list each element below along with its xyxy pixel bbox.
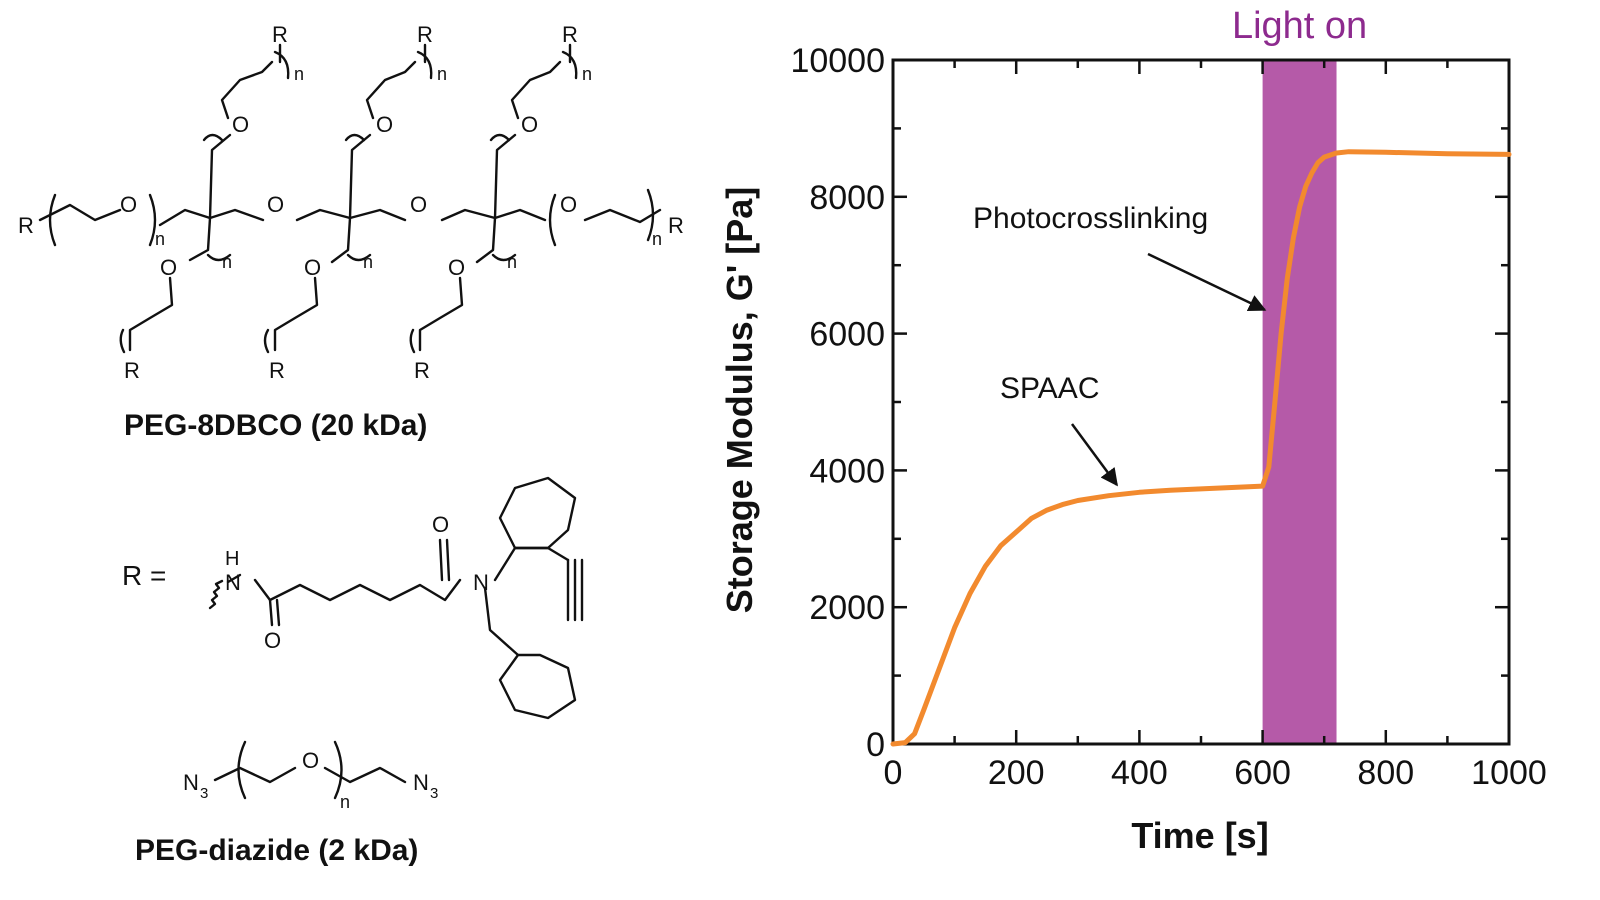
y-tick-label: 0: [866, 726, 885, 764]
atom-r: R: [562, 22, 578, 47]
atom-o: O: [448, 255, 465, 280]
atom-r: R: [272, 22, 288, 47]
y-tick-label: 10000: [790, 42, 885, 80]
x-tick-label: 0: [884, 754, 903, 792]
atom-o: O: [160, 255, 177, 280]
annotation-label: Photocrosslinking: [973, 202, 1208, 235]
atom-n: N: [183, 770, 199, 795]
x-tick-label: 400: [1111, 754, 1168, 792]
atom-r: R: [124, 358, 140, 383]
y-tick-label: 6000: [809, 316, 885, 354]
atom-n: N: [225, 570, 241, 595]
subscript-n: n: [294, 64, 304, 84]
x-tick-label: 1000: [1471, 754, 1547, 792]
x-axis-label: Time [s]: [1131, 815, 1268, 856]
atom-o: O: [264, 628, 281, 653]
atom-o: O: [432, 512, 449, 537]
x-tick-label: 200: [988, 754, 1045, 792]
peg-diazide-bonds: [213, 740, 407, 800]
atom-o: O: [521, 112, 538, 137]
atom-r: R: [417, 22, 433, 47]
atom-o: O: [304, 255, 321, 280]
subscript-n: n: [507, 252, 517, 272]
storage-modulus-chart: Light on0 200 400 600 800 1000020004000600080…: [719, 5, 1547, 856]
chemical-structures-panel: R O n O O O n R O O O R R R n n n O O O …: [18, 22, 684, 867]
r-equals-label: R =: [122, 560, 166, 591]
series-line: [890, 149, 1512, 747]
atom-h: H: [225, 548, 239, 570]
subscript-n: n: [155, 229, 165, 249]
subscript-n: n: [582, 64, 592, 84]
annotation-arrow: [1070, 423, 1118, 487]
atom-o: O: [302, 748, 319, 773]
subscript-3: 3: [430, 785, 438, 802]
y-tick-label: 4000: [809, 452, 885, 490]
atom-n: N: [413, 770, 429, 795]
x-tick-label: 600: [1234, 754, 1291, 792]
atom-o: O: [410, 192, 427, 217]
atom-n: N: [473, 570, 489, 595]
atom-r: R: [414, 358, 430, 383]
x-tick-label: 800: [1357, 754, 1414, 792]
y-tick-label: 2000: [809, 589, 885, 627]
y-axis-label: Storage Modulus, G' [Pa]: [719, 187, 760, 614]
peg-diazide-caption: PEG-diazide (2 kDa): [135, 834, 418, 867]
atom-o: O: [232, 112, 249, 137]
subscript-n: n: [340, 792, 350, 812]
atom-o: O: [376, 112, 393, 137]
subscript-3: 3: [200, 785, 208, 802]
peg8dbco-atoms: R O n O O O n R O O O R R R n n n O O O …: [18, 22, 684, 383]
y-tick-label: 8000: [809, 179, 885, 217]
plot-frame: [891, 58, 1511, 746]
annotation-label: SPAAC: [1000, 372, 1099, 405]
atom-r: R: [668, 213, 684, 238]
peg8dbco-caption: PEG-8DBCO (20 kDa): [124, 409, 427, 442]
subscript-n: n: [222, 252, 232, 272]
light-on-label: Light on: [1232, 5, 1367, 47]
dbco-structure: [208, 476, 584, 720]
subscript-n: n: [652, 229, 662, 249]
atom-o: O: [560, 192, 577, 217]
annotation-arrow: [1147, 252, 1267, 312]
atom-r: R: [18, 213, 34, 238]
peg8dbco-bonds: [38, 43, 662, 354]
plot-area: Light on0 200 400 600 800 1000020004000600080…: [790, 5, 1546, 792]
atom-o: O: [120, 192, 137, 217]
atom-o: O: [267, 192, 284, 217]
subscript-n: n: [437, 64, 447, 84]
subscript-n: n: [363, 252, 373, 272]
atom-r: R: [269, 358, 285, 383]
